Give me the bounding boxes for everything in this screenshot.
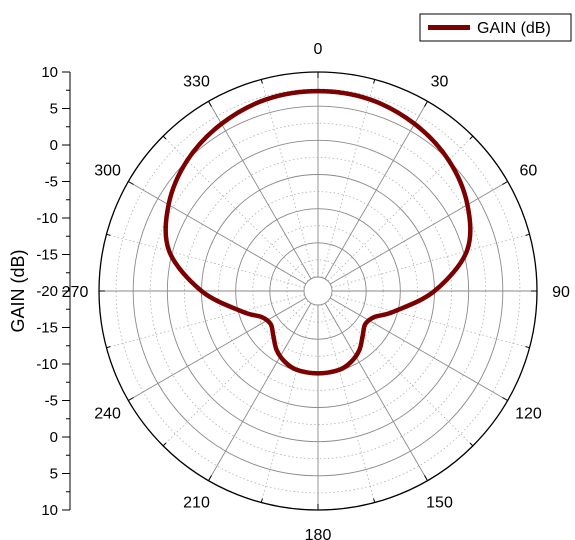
angular-tick-mark <box>106 346 111 349</box>
angular-tick-mark <box>208 475 212 481</box>
angular-tick-mark <box>424 475 428 481</box>
major-grid-spoke <box>208 101 312 280</box>
angular-tick-label: 300 <box>94 163 121 180</box>
legend: GAIN (dB) <box>419 13 572 42</box>
angular-tick-mark <box>162 442 167 447</box>
angular-tick-label: 330 <box>183 74 210 91</box>
major-grid-spoke <box>329 297 508 401</box>
angular-tick-mark <box>525 346 530 349</box>
angular-tick-label: 180 <box>305 527 332 540</box>
angular-tick-mark <box>162 135 167 140</box>
angular-tick-mark <box>373 498 376 503</box>
angular-tick-mark <box>260 498 263 503</box>
angular-tick-mark <box>373 79 376 84</box>
angular-tick-label: 270 <box>62 284 89 301</box>
major-grid-spoke <box>208 302 312 481</box>
radial-axis-tick-label: -5 <box>45 174 58 191</box>
radial-axis-tick-label: 5 <box>50 101 58 118</box>
radial-axis-tick-label: -10 <box>36 210 58 227</box>
angular-tick-mark <box>106 233 111 236</box>
angular-tick-label: 120 <box>515 406 542 423</box>
series-layer <box>163 88 473 376</box>
angular-tick-mark <box>208 101 212 107</box>
radial-axis-tick-label: 5 <box>50 466 58 483</box>
radial-axis-tick-label: 0 <box>50 137 58 154</box>
radial-axis: 10 5 0 -5 -10 -15 -20 -15 -10 -5 0 5 10 GAIN (dB) <box>8 64 71 519</box>
major-grid-circle <box>303 276 333 306</box>
radial-axis-tick-label: 10 <box>41 64 58 81</box>
angular-tick-mark <box>525 233 530 236</box>
legend-label: GAIN (dB) <box>477 20 551 37</box>
angular-tick-label: 240 <box>94 406 121 423</box>
angular-tick-mark <box>469 442 474 447</box>
radial-axis-tick-label: -10 <box>36 356 58 373</box>
major-grid-spoke <box>324 101 428 280</box>
angular-tick-label: 210 <box>183 494 210 511</box>
angular-tick-mark <box>502 181 508 185</box>
angular-tick-label: 0 <box>314 41 323 58</box>
radial-axis-tick-label: -20 <box>36 283 58 300</box>
y-axis-title: GAIN (dB) <box>8 249 28 332</box>
major-grid-spoke <box>128 297 307 401</box>
major-grid-spoke <box>329 181 508 285</box>
radial-axis-tick-label: -15 <box>36 247 58 264</box>
angular-tick-mark <box>424 101 428 107</box>
radial-axis-tick-label: -5 <box>45 393 58 410</box>
angular-tick-mark <box>502 397 508 401</box>
angular-tick-mark <box>260 79 263 84</box>
series-line-gain <box>163 88 473 376</box>
angular-tick-label: 60 <box>520 163 538 180</box>
polar-grid <box>98 71 538 511</box>
radial-axis-tick-label: 0 <box>50 429 58 446</box>
angular-tick-label: 90 <box>552 284 570 301</box>
angular-tick-label: 30 <box>431 74 449 91</box>
radial-axis-tick-label: -15 <box>36 320 58 337</box>
angular-tick-mark <box>469 135 474 140</box>
angular-tick-mark <box>128 397 134 401</box>
radial-axis-tick-label: 10 <box>41 502 58 519</box>
angular-tick-label: 150 <box>426 494 453 511</box>
major-grid-spoke <box>324 302 428 481</box>
major-grid-spoke <box>128 181 307 285</box>
angular-tick-mark <box>128 181 134 185</box>
angular-tick-labels: 0 30 60 90 120 150 180 210 240 270 300 330 <box>62 41 570 540</box>
